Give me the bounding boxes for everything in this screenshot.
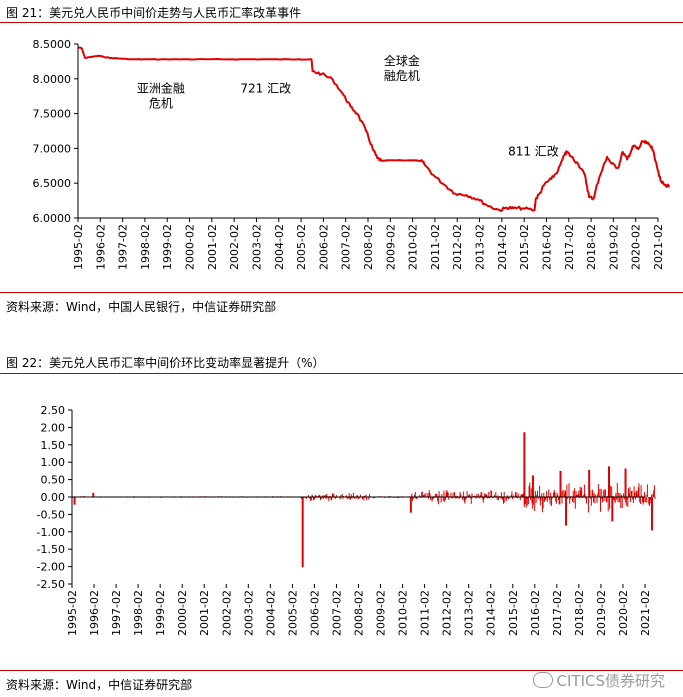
exchange-rate-line-chart: 8.5000 8.0000 7.5000 7.0000 6.5000 6.00001995… — [33, 38, 670, 270]
x-tick-label: 1997-02 — [117, 224, 130, 270]
x-tick-label: 2018-02 — [585, 224, 598, 270]
x-tick-label: 2000-02 — [176, 590, 189, 636]
annotation-text: 全球金 — [384, 53, 420, 68]
annotation: 721 汇改 — [240, 82, 291, 96]
x-tick-label: 1998-02 — [139, 224, 152, 270]
x-tick-label: 2012-02 — [451, 224, 464, 270]
x-tick-label: 2007-02 — [330, 590, 343, 636]
x-tick-label: 2013-02 — [463, 590, 476, 636]
annotation-text: 811 汇改 — [508, 144, 559, 158]
x-tick-label: 1995-02 — [72, 224, 85, 270]
figure-22-source: 资料来源：Wind，中信证券研究部 — [6, 678, 193, 692]
figure-22-title-rule — [0, 373, 683, 374]
y-tick-label: 0.00 — [41, 491, 66, 504]
y-tick-label: 7.0000 — [33, 142, 72, 155]
x-tick-label: 1996-02 — [88, 590, 101, 636]
x-tick-label: 2014-02 — [496, 224, 509, 270]
x-tick-label: 2005-02 — [286, 590, 299, 636]
y-tick-label: -2.50 — [37, 578, 65, 591]
x-tick-label: 2006-02 — [317, 224, 330, 270]
y-tick-label: 0.50 — [41, 474, 66, 487]
wechat-logo-icon — [532, 672, 553, 688]
y-tick-label: 8.5000 — [33, 38, 72, 51]
x-tick-label: 2015-02 — [518, 224, 531, 270]
y-tick-label: 2.50 — [41, 404, 66, 417]
y-tick-label: -2.00 — [37, 561, 65, 574]
x-tick-label: 2010-02 — [407, 224, 420, 270]
x-tick-label: 2008-02 — [362, 224, 375, 270]
annotation-text: 危机 — [149, 97, 173, 111]
x-tick-label: 2004-02 — [273, 224, 286, 270]
x-tick-label: 2003-02 — [242, 590, 255, 636]
watermark-text: CITICS债券研究 — [556, 672, 665, 690]
x-tick-label: 1998-02 — [132, 590, 145, 636]
x-tick-label: 2021-02 — [639, 590, 652, 636]
x-tick-label: 2020-02 — [617, 590, 630, 636]
x-tick-label: 2021-02 — [652, 224, 665, 270]
x-tick-label: 2020-02 — [630, 224, 643, 270]
x-tick-label: 2016-02 — [529, 590, 542, 636]
y-tick-label: 7.5000 — [33, 108, 72, 121]
x-tick-label: 1999-02 — [154, 590, 167, 636]
figure-21-title-rule — [0, 22, 683, 23]
daily-change-bars — [71, 432, 656, 568]
x-tick-label: 1995-02 — [66, 590, 79, 636]
x-tick-label: 2015-02 — [507, 590, 520, 636]
annotation: 811 汇改 — [508, 144, 559, 158]
x-tick-label: 1996-02 — [94, 224, 107, 270]
exchange-rate-change-chart: 2.50 2.00 1.50 1.00 0.50 0.00 -0.50 -1.00 -1.50 -… — [37, 404, 656, 636]
x-tick-label: 2008-02 — [353, 590, 366, 636]
figure-21-source-rule — [0, 292, 683, 293]
x-tick-label: 2000-02 — [184, 224, 197, 270]
x-tick-label: 2011-02 — [419, 590, 432, 636]
figure-21-source: 资料来源：Wind，中国人民银行，中信证券研究部 — [6, 300, 277, 314]
x-tick-label: 2005-02 — [295, 224, 308, 270]
y-tick-label: -1.00 — [37, 526, 65, 539]
x-tick-label: 2016-02 — [540, 224, 553, 270]
x-tick-label: 2017-02 — [551, 590, 564, 636]
x-tick-label: 2002-02 — [228, 224, 241, 270]
x-tick-label: 2019-02 — [607, 224, 620, 270]
figure-22-title: 图 22：美元兑人民币汇率中间价环比变动率显著提升（%） — [6, 356, 325, 370]
x-tick-label: 2011-02 — [429, 224, 442, 270]
x-tick-label: 2014-02 — [485, 590, 498, 636]
x-tick-label: 2006-02 — [308, 590, 321, 636]
x-tick-label: 2012-02 — [441, 590, 454, 636]
x-tick-label: 1999-02 — [161, 224, 174, 270]
x-tick-label: 2002-02 — [220, 590, 233, 636]
x-tick-label: 2001-02 — [198, 590, 211, 636]
annotation-text: 亚洲金融 — [137, 81, 185, 96]
y-tick-label: 6.0000 — [33, 212, 72, 225]
y-tick-label: 6.5000 — [33, 177, 72, 190]
x-tick-label: 2001-02 — [206, 224, 219, 270]
x-tick-label: 2007-02 — [340, 224, 353, 270]
y-tick-label: -0.50 — [37, 508, 65, 521]
x-tick-label: 2018-02 — [573, 590, 586, 636]
annotation-text: 721 汇改 — [240, 82, 291, 96]
x-tick-label: 2010-02 — [397, 590, 410, 636]
x-tick-label: 2019-02 — [595, 590, 608, 636]
x-tick-label: 2013-02 — [474, 224, 487, 270]
annotation-text: 融危机 — [384, 69, 420, 83]
y-tick-label: 2.00 — [41, 421, 66, 434]
x-tick-label: 2009-02 — [375, 590, 388, 636]
x-tick-label: 2009-02 — [384, 224, 397, 270]
y-tick-label: -1.50 — [37, 543, 65, 556]
figure-21-title: 图 21：美元兑人民币中间价走势与人民币汇率改革事件 — [6, 6, 302, 20]
x-tick-label: 2003-02 — [250, 224, 263, 270]
y-tick-label: 1.00 — [41, 456, 66, 469]
figure-22-source-rule — [0, 670, 683, 671]
usdcny-series-line — [77, 46, 670, 213]
x-tick-label: 2017-02 — [563, 224, 576, 270]
watermark: CITICS债券研究 — [532, 670, 665, 691]
y-tick-label: 8.0000 — [33, 73, 72, 86]
x-tick-label: 2004-02 — [264, 590, 277, 636]
x-tick-label: 1997-02 — [110, 590, 123, 636]
y-tick-label: 1.50 — [41, 439, 66, 452]
